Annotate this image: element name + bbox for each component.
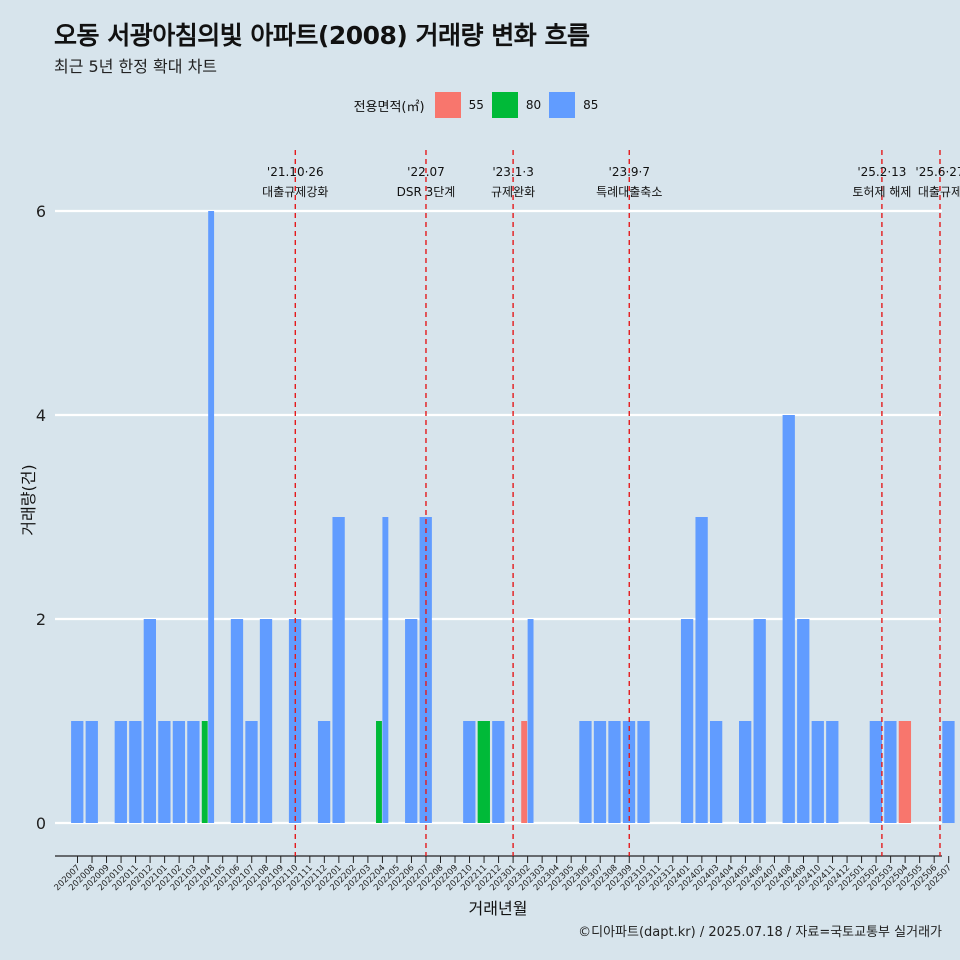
- bar-85-202410: [811, 721, 824, 823]
- chart-subtitle: 최근 5년 한정 확대 차트: [54, 57, 218, 76]
- bar-85-202405: [739, 721, 752, 823]
- chart-title: 오동 서광아침의빛 아파트(2008) 거래량 변화 흐름: [54, 21, 590, 50]
- bar-85-202408: [782, 415, 795, 823]
- bar-85-202302: [527, 619, 534, 823]
- bar-55-202504: [898, 721, 912, 823]
- bar-85-202204: [382, 517, 389, 823]
- x-axis-title: 거래년월: [469, 899, 528, 918]
- bar-85-202306: [579, 721, 592, 823]
- bar-85-202402: [695, 517, 708, 823]
- legend-item-80: 80: [491, 92, 542, 118]
- bar-85-202103: [187, 721, 200, 823]
- y-tick-label-3: 6: [36, 202, 46, 221]
- event-date-0: '21.10·26: [267, 165, 324, 179]
- bar-80-202211: [477, 721, 490, 823]
- bar-85-202104: [208, 211, 215, 823]
- legend-item-85: 85: [549, 92, 598, 118]
- event-label-0: 대출규제강화: [262, 185, 328, 199]
- event-date-3: '23.9·7: [609, 165, 650, 179]
- event-label-3: 특례대출축소: [596, 185, 662, 199]
- legend-item-55: 55: [434, 92, 484, 118]
- event-date-2: '23.1·3: [492, 165, 533, 179]
- legend-key-80: [491, 92, 518, 118]
- bar-85-202409: [797, 619, 810, 823]
- bar-85-202201: [332, 517, 345, 823]
- event-date-1: '22.07: [407, 165, 445, 179]
- event-date-5: '25.6·27: [915, 165, 960, 179]
- bar-80-202104: [201, 721, 208, 823]
- event-label-4: 토허제 해제: [852, 185, 911, 199]
- bar-85-202210: [463, 721, 476, 823]
- bar-85-202107: [245, 721, 258, 823]
- bar-85-202010: [114, 721, 127, 823]
- bar-85-202503: [884, 721, 897, 823]
- bar-85-202206: [405, 619, 418, 823]
- bar-85-202403: [709, 721, 723, 823]
- legend-key-85: [549, 92, 576, 118]
- bar-80-202204: [376, 721, 382, 823]
- bar-85-202310: [637, 721, 650, 823]
- bar-85-202307: [593, 721, 607, 823]
- event-label-1: DSR 3단계: [397, 185, 456, 199]
- y-axis-title: 거래량(건): [19, 464, 38, 535]
- bar-85-202212: [492, 721, 505, 823]
- bar-85-202011: [129, 721, 142, 823]
- bar-85-202308: [608, 721, 621, 823]
- event-date-4: '25.2·13: [857, 165, 906, 179]
- legend-key-55: [434, 92, 461, 118]
- legend-title: 전용면적(㎡): [353, 99, 425, 115]
- legend-label-80: 80: [525, 98, 542, 112]
- legend-label-85: 85: [583, 98, 599, 112]
- bar-85-202411: [826, 721, 839, 823]
- bar-85-202401: [680, 619, 694, 823]
- bar-85-202507: [942, 721, 955, 823]
- bar-85-202106: [230, 619, 244, 823]
- event-label-5: 대출규제: [918, 185, 960, 199]
- bar-85-202101: [158, 721, 171, 823]
- event-label-2: 규제완화: [491, 185, 535, 199]
- bar-85-202008: [85, 721, 98, 823]
- source-caption: ©디아파트(dapt.kr) / 2025.07.18 / 자료=국토교통부 실…: [578, 925, 942, 940]
- bar-55-202302: [521, 721, 528, 823]
- bar-85-202012: [143, 619, 156, 823]
- bar-85-202406: [753, 619, 766, 823]
- legend-label-55: 55: [468, 98, 484, 112]
- legend: 전용면적(㎡) 55 80 85: [0, 92, 960, 118]
- bar-85-202102: [172, 721, 186, 823]
- y-tick-label-2: 4: [36, 406, 46, 425]
- bar-85-202112: [317, 721, 331, 823]
- bar-85-202502: [869, 721, 882, 823]
- y-tick-label-0: 0: [36, 814, 46, 833]
- bar-85-202108: [259, 619, 273, 823]
- y-tick-label-1: 2: [36, 610, 46, 629]
- bar-85-202007: [71, 721, 84, 823]
- bar-85-202207: [419, 517, 432, 823]
